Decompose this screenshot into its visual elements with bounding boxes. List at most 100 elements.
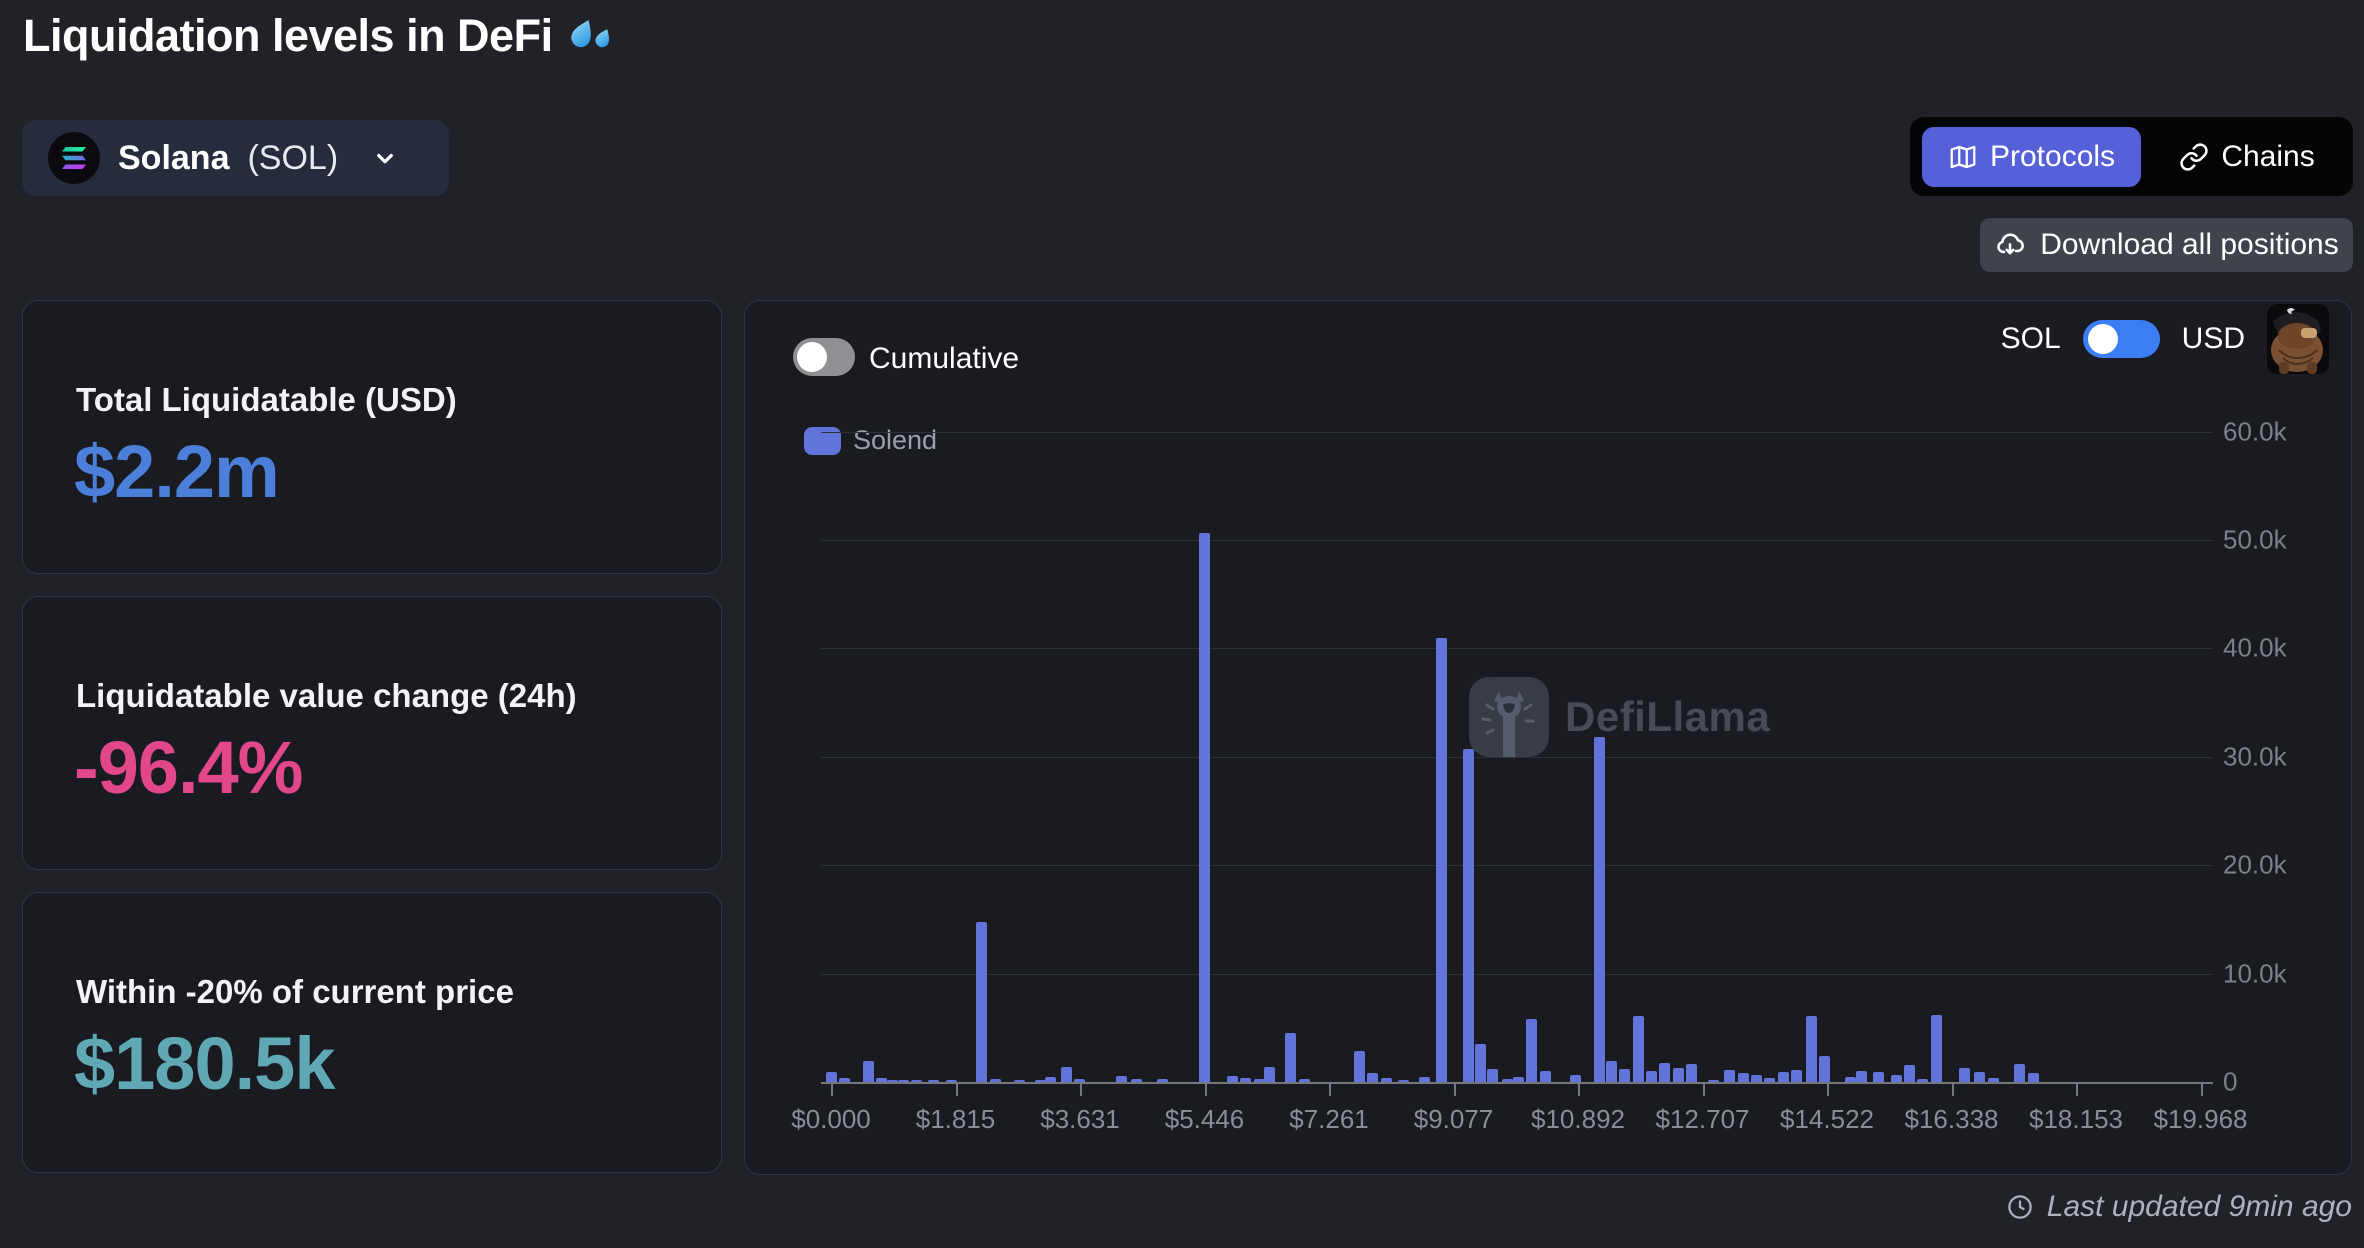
token-name: Solana [118, 138, 230, 177]
x-axis-label: $3.631 [1040, 1104, 1120, 1134]
y-axis-label: 20.0k [2223, 849, 2287, 880]
liquidation-bar [1988, 1077, 2000, 1082]
y-axis-label: 50.0k [2223, 524, 2287, 555]
card-value-change-24h: Liquidatable value change (24h) -96.4% [22, 596, 722, 870]
liquidation-bar [1240, 1077, 1252, 1082]
x-axis-label: $5.446 [1164, 1104, 1245, 1134]
page-title-text: Liquidation levels in DeFi [23, 10, 553, 61]
liquidation-bar [862, 1061, 874, 1082]
tab-chains[interactable]: Chains [2141, 127, 2353, 187]
gridline [821, 540, 2213, 541]
defillama-logo-icon [1469, 677, 1549, 757]
liquidation-bar [1367, 1073, 1379, 1082]
liquidation-bar [1791, 1070, 1803, 1082]
download-all-positions-button[interactable]: Download all positions [1980, 218, 2353, 272]
y-axis-label: 30.0k [2223, 741, 2287, 772]
liquidation-bar [1526, 1019, 1538, 1082]
liquidation-bar [1764, 1077, 1776, 1082]
liquidation-bar [1778, 1072, 1790, 1082]
cumulative-toggle[interactable] [793, 338, 855, 376]
card-total-liquidatable: Total Liquidatable (USD) $2.2m [22, 300, 722, 574]
liquidation-bar [1044, 1076, 1056, 1082]
liquidation-bar [1435, 637, 1447, 1082]
liquidation-bar [1254, 1078, 1266, 1082]
download-all-positions-label: Download all positions [2040, 228, 2339, 261]
liquidation-bar [1593, 737, 1605, 1082]
tab-protocols[interactable]: Protocols [1922, 126, 2142, 187]
liquidation-bar [2014, 1063, 2026, 1082]
x-axis-label: $9.077 [1413, 1104, 1494, 1134]
gridline [821, 756, 2213, 758]
currency-controls: SOL USD [2001, 303, 2329, 375]
liquidation-bar [1974, 1072, 1986, 1082]
liquidation-bar [1474, 1044, 1486, 1082]
stat-value: $180.5k [74, 1022, 335, 1105]
view-toggle: Protocols Chains [1910, 117, 2353, 196]
x-axis-label: $10.892 [1531, 1104, 1625, 1134]
x-axis-tick [1702, 1084, 1705, 1096]
liquidation-bar [1540, 1071, 1552, 1082]
gridline [821, 973, 2213, 975]
x-axis-label: $7.261 [1289, 1104, 1369, 1134]
liquidation-bar [1398, 1080, 1410, 1082]
liquidation-bar [1890, 1075, 1902, 1082]
liquidation-bar [897, 1080, 909, 1082]
liquidation-bar [838, 1077, 850, 1082]
x-axis-tick [1827, 1084, 1829, 1096]
clock-icon [2005, 1192, 2035, 1222]
card-within-20pct: Within -20% of current price $180.5k [22, 892, 722, 1173]
x-axis-tick [2076, 1084, 2078, 1096]
currency-toggle[interactable] [2082, 320, 2160, 358]
x-axis-tick [1951, 1084, 1954, 1096]
llama-avatar-image [2267, 304, 2329, 374]
liquidation-bar [1486, 1068, 1498, 1082]
liquidation-bar [1298, 1078, 1310, 1082]
watermark-text: DefiLlama [1565, 693, 1771, 740]
liquidation-bar [1014, 1080, 1026, 1082]
legend-item-solend[interactable]: Solend [804, 425, 937, 456]
liquidation-bar [1686, 1063, 1698, 1082]
x-axis-tick [1329, 1084, 1331, 1096]
liquidation-bar [1501, 1078, 1513, 1082]
token-symbol: (SOL) [247, 138, 339, 177]
liquidation-bar [1856, 1071, 1868, 1082]
liquidation-bar [990, 1078, 1002, 1082]
liquidation-bar [1463, 749, 1475, 1082]
token-selector[interactable]: Solana (SOL) [22, 120, 449, 196]
legend-label: Solend [853, 425, 938, 455]
liquidation-bar [1904, 1064, 1916, 1082]
liquidation-bar [2028, 1072, 2040, 1082]
gridline [821, 648, 2213, 650]
liquidation-bar [1673, 1067, 1685, 1082]
y-axis-label: 60.0k [2223, 416, 2287, 447]
liquidation-bar [1646, 1071, 1658, 1082]
liquidation-bar [1619, 1068, 1631, 1082]
toggle-knob [797, 342, 827, 372]
chart-panel: Cumulative SOL USD [744, 300, 2352, 1175]
legend-swatch [804, 426, 841, 455]
x-axis-tick [1080, 1084, 1082, 1096]
liquidation-bar [1708, 1079, 1720, 1082]
x-axis-label: $16.338 [1904, 1104, 1999, 1134]
liquidation-bar [1131, 1079, 1143, 1082]
stat-value: -96.4% [74, 726, 303, 809]
liquidation-bar [1723, 1070, 1735, 1082]
map-icon [1948, 142, 1978, 172]
x-axis-label: $0.000 [791, 1104, 871, 1134]
liquidation-bar [1873, 1072, 1885, 1082]
cumulative-label: Cumulative [869, 342, 1020, 375]
liquidation-bar [1959, 1067, 1971, 1082]
liquidation-bar [976, 921, 988, 1082]
toggle-knob [2087, 324, 2118, 354]
liquidation-bar [1569, 1075, 1581, 1082]
x-axis-label: $19.968 [2153, 1104, 2248, 1134]
liquidation-bar [887, 1079, 899, 1082]
plot-area[interactable]: 0 10.0k 20.0k 30.0k 40.0k 50.0k 60.0k $0.000 $1.… [745, 301, 2353, 1176]
link-icon [2179, 142, 2209, 172]
liquidation-bar [1353, 1050, 1365, 1082]
chevron-down-icon [370, 143, 400, 173]
liquidation-bar [1034, 1079, 1046, 1082]
liquidation-bar [1931, 1014, 1943, 1082]
x-axis-tick [1204, 1084, 1207, 1096]
liquidation-bar [1156, 1078, 1168, 1082]
